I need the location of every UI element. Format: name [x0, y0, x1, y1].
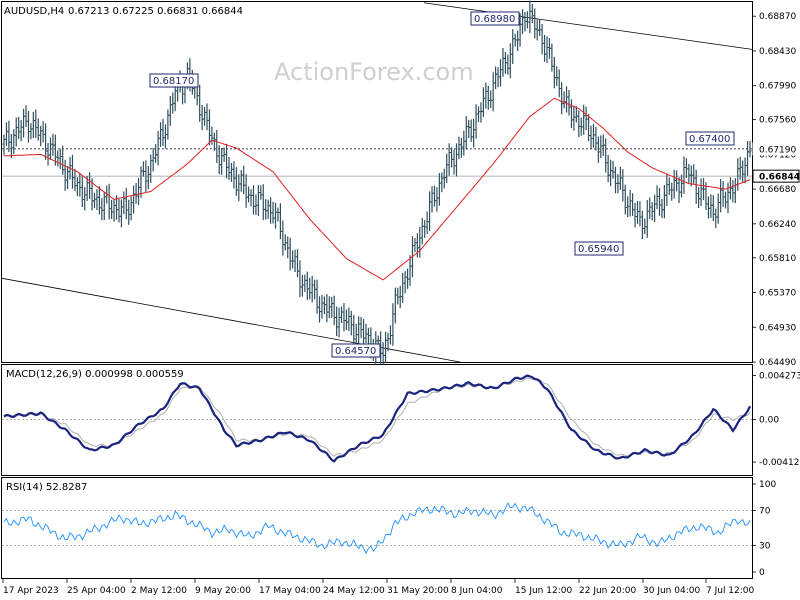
x-tick-label: 17 Apr 2023: [3, 586, 59, 596]
annotation-box: [331, 343, 381, 358]
x-axis: 17 Apr 2023 25 Apr 04:00 2 May 12:00 9 May …: [2, 578, 755, 596]
x-tick-label: 2 May 12:00: [131, 586, 187, 596]
rsi-y-tick-label: 100: [759, 480, 776, 490]
x-tick-label: 22 Jun 20:00: [579, 586, 636, 596]
price-y-tick-label: 0.65370: [759, 289, 796, 299]
price-y-tick-label: 0.64930: [759, 323, 796, 333]
symbol-title: AUDUSD,H4: [4, 6, 64, 17]
annotation-text: 0.64570: [335, 346, 376, 357]
x-tick-label: 7 Jul 12:00: [706, 586, 755, 596]
current-price-box: [752, 169, 800, 183]
price-y-tick-label: 0.66680: [759, 185, 796, 195]
watermark: ActionForex.com: [274, 58, 474, 86]
annotation-text: 0.67400: [689, 134, 730, 145]
macd-y-tick-label: 0.004273: [759, 371, 800, 381]
rsi-title: RSI(14) 52.8287: [6, 482, 87, 493]
price-y-tick-label: 0.68870: [759, 12, 796, 22]
price-series: [2, 0, 752, 365]
price-panel-frame: [1, 1, 753, 363]
x-tick-label: 9 May 20:00: [195, 586, 251, 596]
macd-panel-frame: [1, 364, 753, 476]
rsi-y-tick-label: 70: [759, 506, 771, 516]
price-y-tick-label: 0.67120: [759, 150, 796, 160]
rsi-y-tick-label: 30: [759, 542, 771, 552]
price-y-tick-label: 0.66240: [759, 220, 796, 230]
current-price-label: 0.66844: [759, 173, 800, 183]
price-y-tick-label: 0.68430: [759, 47, 796, 57]
rsi-y-tick-label: 0: [759, 568, 765, 578]
price-annotation: 0.68170: [149, 73, 199, 88]
x-tick-label: 25 Apr 04:00: [67, 586, 126, 596]
x-tick-label: 15 Jun 12:00: [515, 586, 572, 596]
annotation-text: 0.65940: [578, 244, 619, 255]
annotation-box: [685, 131, 735, 146]
price-y-tick-label: 0.67560: [759, 116, 796, 126]
rsi-series: [2, 502, 752, 555]
x-tick-label: 30 Jun 04:00: [643, 586, 700, 596]
macd-title: MACD(12,26,9) 0.000998 0.000559: [6, 369, 184, 380]
x-tick-label: 8 Jun 04:00: [451, 586, 503, 596]
dashed-level-label: 0.67190: [759, 145, 796, 155]
macd-y-tick-label: 0.00: [759, 415, 779, 425]
x-tick-label: 24 May 12:00: [323, 586, 385, 596]
annotation-box: [470, 11, 520, 26]
price-annotation: 0.68980: [470, 11, 520, 26]
price-annotation: 0.64570: [331, 343, 381, 358]
price-y-axis: 0.68870 0.68430 0.67990 0.67560 0.67120 0.666…: [752, 12, 800, 368]
annotation-text: 0.68980: [474, 14, 515, 25]
price-annotations: 0.68170 0.68980 0.67400 0.65940 0.64570: [149, 11, 735, 358]
ohlc-values: 0.67213 0.67225 0.66831 0.66844: [68, 6, 243, 17]
rsi-y-axis: 100 70 30 0: [752, 480, 776, 578]
moving-average-line: [3, 97, 751, 281]
price-y-tick-label: 0.64490: [759, 358, 796, 368]
price-annotation: 0.65940: [574, 241, 624, 256]
annotation-text: 0.68170: [153, 76, 194, 87]
channel-line-1: [423, 2, 753, 50]
x-tick-label: 31 May 20:00: [387, 586, 449, 596]
macd-line: [3, 374, 751, 463]
price-bar: [748, 141, 752, 158]
macd-signal-line: [3, 377, 751, 457]
macd-series: [2, 374, 752, 463]
x-tick-label: 17 May 04:00: [259, 586, 321, 596]
annotation-box: [149, 73, 199, 88]
price-annotation: 0.67400: [685, 131, 735, 146]
rsi-line: [3, 502, 751, 555]
macd-y-tick-label: -0.004128: [759, 458, 800, 468]
price-y-tick-label: 0.67990: [759, 82, 796, 92]
annotation-box: [574, 241, 624, 256]
dashed-level-box: [752, 142, 800, 156]
price-y-tick-label: 0.65810: [759, 254, 796, 264]
macd-y-axis: 0.004273 0.00 -0.004128: [752, 371, 800, 468]
rsi-panel-frame: [1, 477, 753, 579]
